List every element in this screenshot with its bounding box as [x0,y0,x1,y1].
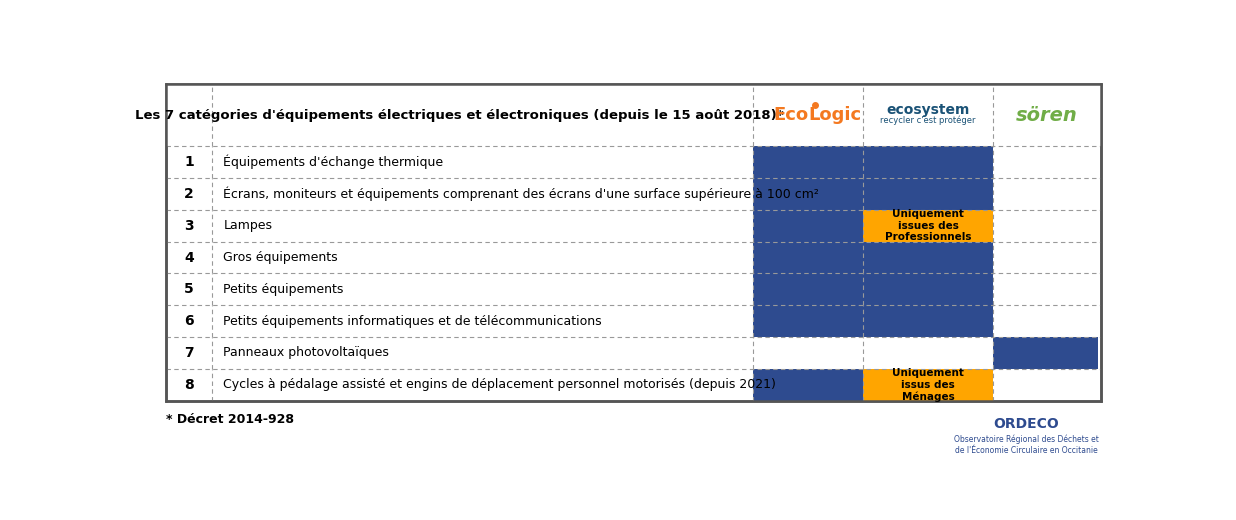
Bar [753,210,863,242]
Text: Panneaux photovoltaïques: Panneaux photovoltaïques [224,346,389,359]
Bar [753,242,863,274]
Text: 7: 7 [184,346,194,360]
Text: Logic: Logic [808,106,861,124]
Bar [166,84,1101,146]
Text: * Décret 2014-928: * Décret 2014-928 [166,413,294,426]
Text: 8: 8 [184,378,194,392]
Text: Petits équipements: Petits équipements [224,283,344,296]
Bar [753,178,863,210]
Text: 6: 6 [184,314,194,328]
Text: Équipements d'échange thermique: Équipements d'échange thermique [224,155,444,170]
Text: Observatoire Régional des Déchets et
de l'Économie Circulaire en Occitanie: Observatoire Régional des Déchets et de … [954,435,1099,454]
Bar [753,146,863,178]
Text: 2: 2 [184,187,194,201]
Text: 1: 1 [184,155,194,169]
Bar [863,274,993,305]
Text: 3: 3 [184,219,194,232]
Text: Petits équipements informatiques et de télécommunications: Petits équipements informatiques et de t… [224,315,602,328]
Text: Cycles à pédalage assisté et engins de déplacement personnel motorisés (depuis 2: Cycles à pédalage assisté et engins de d… [224,379,776,392]
Bar [863,305,993,337]
Text: sören: sören [1016,106,1078,125]
Text: Uniquement
issus des
Ménages: Uniquement issus des Ménages [892,368,964,402]
Bar [993,337,1098,369]
Text: ORDECO: ORDECO [994,417,1059,431]
Text: recycler c'est protéger: recycler c'est protéger [880,115,975,125]
Text: Uniquement
issues des
Professionnels: Uniquement issues des Professionnels [885,209,971,242]
Text: 4: 4 [184,251,194,265]
Text: ecosystem: ecosystem [886,103,970,118]
Text: Écrans, moniteurs et équipements comprenant des écrans d'une surface supérieure : Écrans, moniteurs et équipements compren… [224,187,819,201]
Bar [753,369,863,401]
Bar [753,274,863,305]
Bar [863,242,993,274]
Text: 5: 5 [184,282,194,296]
Bar [166,84,1101,401]
Bar [863,210,993,242]
Text: Gros équipements: Gros équipements [224,251,339,264]
Bar [863,146,993,178]
Text: Les 7 catégories d'équipements électriques et électroniques (depuis le 15 août 2: Les 7 catégories d'équipements électriqu… [135,109,784,122]
Text: Lampes: Lampes [224,219,272,232]
Bar [863,178,993,210]
Bar [863,369,993,401]
Bar [753,305,863,337]
Text: Eco: Eco [774,106,808,124]
